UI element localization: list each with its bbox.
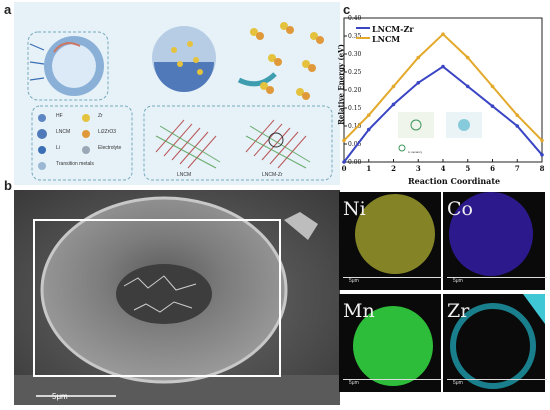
legend-li2zro3: Li2ZrO3 bbox=[98, 129, 117, 135]
eds-label-ni: Ni bbox=[343, 198, 366, 220]
eds-map-ni: Ni 5μm bbox=[339, 192, 443, 290]
sem-panel: 5μm bbox=[14, 190, 340, 405]
inset-structures bbox=[398, 112, 482, 152]
data-point bbox=[441, 32, 445, 36]
x-tick-label: 0 bbox=[342, 164, 347, 173]
panel-label-a: a bbox=[4, 2, 12, 17]
panel-label-c: c bbox=[343, 2, 351, 17]
eds-scale-label-co: 5μm bbox=[453, 278, 463, 284]
energy-chart: 0.00 0.05 0.10 0.15 0.20 0.25 0.30 0.35 0.40 0 1 2… bbox=[336, 0, 550, 192]
legend-lncm: LNCM bbox=[56, 129, 71, 135]
eds-scale-label-mn: 5μm bbox=[349, 380, 359, 386]
eds-label-zr: Zr bbox=[447, 300, 470, 322]
sem-image bbox=[14, 190, 340, 405]
data-point bbox=[416, 55, 421, 60]
plot-frame bbox=[343, 17, 543, 163]
legend-electrolyte: Electrolyte bbox=[98, 145, 122, 151]
data-point bbox=[391, 84, 396, 89]
y-axis-title: Relative Energy (eV) bbox=[336, 44, 346, 125]
eds-map-co: Co 5μm bbox=[443, 192, 547, 290]
eds-label-co: Co bbox=[447, 198, 473, 220]
x-tick-label: 6 bbox=[490, 164, 495, 173]
data-point bbox=[515, 124, 520, 128]
x-tick-label: 8 bbox=[540, 164, 545, 173]
data-point bbox=[441, 64, 445, 69]
x-axis-title: Reaction Coordinate bbox=[408, 176, 501, 186]
eds-scale-zr: 5μm bbox=[447, 379, 547, 390]
legend-hf: HF bbox=[56, 113, 63, 119]
chart-svg: 0.00 0.05 0.10 0.15 0.20 0.25 0.30 0.35 0.40 0 1 2… bbox=[342, 15, 545, 173]
x-tick-label: 7 bbox=[515, 164, 520, 173]
x-tick-label: 4 bbox=[441, 164, 446, 173]
data-point bbox=[391, 102, 396, 107]
legend-zr: Zr bbox=[98, 113, 103, 119]
schematic-panel: HF Zr LNCM Li2ZrO3 Li Electrolyte Transi… bbox=[14, 2, 340, 185]
structure-label-lncm: LNCM bbox=[177, 172, 192, 178]
data-point bbox=[515, 113, 520, 117]
y-tick-label: 0.30 bbox=[348, 51, 362, 58]
y-tick-label: 0.00 bbox=[348, 159, 362, 166]
eds-scale-label-ni: 5μm bbox=[349, 278, 359, 284]
eds-label-mn: Mn bbox=[343, 300, 375, 322]
x-tick-label: 1 bbox=[366, 164, 371, 173]
x-tick-label: 2 bbox=[391, 164, 396, 173]
data-point bbox=[342, 138, 346, 143]
data-point bbox=[540, 153, 544, 157]
y-tick-label: 0.25 bbox=[348, 69, 362, 76]
data-point bbox=[490, 104, 495, 108]
y-tick-label: 0.05 bbox=[348, 141, 362, 148]
y-tick-label: 0.35 bbox=[348, 33, 362, 40]
y-tick-label: 0.40 bbox=[348, 15, 362, 22]
y-tick-label: 0.10 bbox=[348, 123, 362, 130]
data-point bbox=[342, 160, 346, 164]
sem-scale-label: 5μm bbox=[52, 392, 68, 401]
data-point bbox=[465, 84, 470, 89]
inset-label: Li vacancy bbox=[408, 150, 423, 154]
x-tick-label: 3 bbox=[416, 164, 421, 173]
data-point bbox=[465, 55, 470, 60]
legend-label-lncm-zr: LNCM-Zr bbox=[372, 24, 414, 34]
eds-map-zr: Zr 5μm bbox=[443, 294, 547, 392]
eds-map-mn: Mn 5μm bbox=[339, 294, 443, 392]
data-point bbox=[366, 127, 371, 132]
legend bbox=[356, 27, 370, 39]
legend-label-lncm: LNCM bbox=[372, 34, 401, 44]
legend-li: Li bbox=[56, 145, 60, 151]
eds-scale-co: 5μm bbox=[447, 277, 547, 288]
eds-scale-mn: 5μm bbox=[343, 379, 443, 390]
data-point bbox=[366, 113, 371, 117]
data-point bbox=[490, 84, 495, 89]
legend-transition-metals: Transition metals bbox=[56, 161, 94, 167]
schematic-illustration bbox=[14, 2, 340, 185]
x-tick-label: 5 bbox=[465, 164, 470, 173]
data-point bbox=[540, 138, 544, 143]
y-tick-label: 0.20 bbox=[348, 87, 362, 94]
eds-scale-label-zr: 5μm bbox=[453, 380, 463, 386]
panel-label-b: b bbox=[4, 178, 12, 193]
structure-label-lncm-zr: LNCM-Zr bbox=[262, 172, 283, 178]
eds-scale-ni: 5μm bbox=[343, 277, 443, 288]
data-point bbox=[416, 81, 421, 85]
y-tick-label: 0.15 bbox=[348, 105, 362, 112]
